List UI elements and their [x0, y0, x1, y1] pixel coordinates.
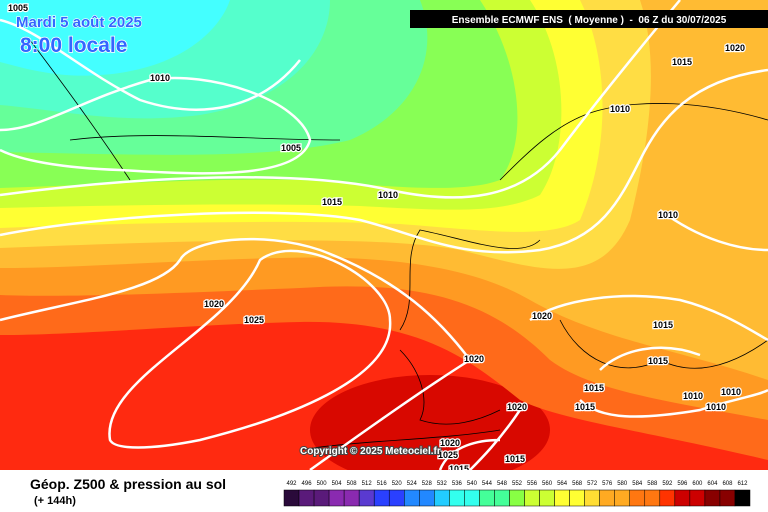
- scale-label: 564: [557, 481, 568, 487]
- scale-label: 508: [347, 481, 358, 487]
- isobar-label: 1010: [378, 190, 398, 200]
- scale-swatch: [644, 489, 661, 507]
- isobar-label: 1015: [584, 383, 604, 393]
- scale-swatch: [659, 489, 676, 507]
- model-banner: [410, 10, 768, 28]
- scale-swatch: [313, 489, 330, 507]
- scale-label: 580: [617, 481, 628, 487]
- scale-swatch: [404, 489, 420, 507]
- isobar-label: 1020: [507, 402, 527, 412]
- isobar-label: 1025: [438, 450, 458, 460]
- scale-label: 556: [527, 481, 538, 487]
- isobar-label: 1015: [672, 57, 692, 67]
- scale-swatch: [524, 489, 540, 507]
- isobar-label: 1005: [8, 3, 28, 13]
- scale-label: 516: [377, 481, 388, 487]
- scale-label: 504: [332, 481, 343, 487]
- scale-label: 536: [452, 481, 463, 487]
- scale-label: 552: [512, 481, 523, 487]
- coastlines: [29, 39, 768, 451]
- isobar-label: 1020: [440, 438, 460, 448]
- scale-swatch: [719, 489, 736, 507]
- scale-label: 576: [602, 481, 613, 487]
- scale-label: 524: [407, 481, 418, 487]
- model-run: Ensemble ECMWF ENS ( Moyenne ) - 06 Z du…: [452, 15, 727, 26]
- isobar-label: 1020: [532, 311, 552, 321]
- scale-swatch: [689, 489, 706, 507]
- scale-label: 572: [587, 481, 598, 487]
- scale-label: 596: [677, 481, 688, 487]
- isobar-label: 1015: [505, 454, 525, 464]
- scale-swatch: [494, 489, 510, 507]
- scale-label: 492: [287, 481, 298, 487]
- scale-label: 612: [737, 481, 748, 487]
- color-scale: 492 496 500 504 508 512 516 520 524 528 532 536 540 5…: [283, 481, 751, 507]
- isobar-label: 1015: [575, 402, 595, 412]
- scale-label: 544: [482, 481, 493, 487]
- scale-label: 560: [542, 481, 553, 487]
- scale-swatch: [298, 489, 315, 507]
- scale-swatch: [464, 489, 480, 507]
- isobar-label: 1010: [658, 210, 678, 220]
- scale-swatch: [554, 489, 570, 507]
- scale-label: 540: [467, 481, 478, 487]
- scale-swatch: [283, 489, 300, 507]
- scale-swatch: [629, 489, 646, 507]
- scale-swatch: [704, 489, 721, 507]
- isobar-label: 1015: [653, 320, 673, 330]
- scale-swatch: [358, 489, 375, 507]
- scale-swatch: [614, 489, 630, 507]
- isobars: [0, 0, 768, 449]
- isobar-label: 1020: [204, 299, 224, 309]
- scale-label: 584: [632, 481, 643, 487]
- scale-swatch: [734, 489, 751, 507]
- scale-swatch: [674, 489, 691, 507]
- scale-label: 600: [692, 481, 703, 487]
- lead-time: (+ 144h): [34, 495, 76, 507]
- scale-swatch: [419, 489, 435, 507]
- isobar-label: 1005: [281, 143, 301, 153]
- scale-swatch: [373, 489, 390, 507]
- scale-label: 568: [572, 481, 583, 487]
- scale-label: 608: [722, 481, 733, 487]
- scale-swatch: [509, 489, 525, 507]
- scale-swatch: [449, 489, 465, 507]
- map-title: Géop. Z500 & pression au sol: [30, 476, 226, 492]
- scale-label: 496: [302, 481, 313, 487]
- isobar-labels: 1005 1010 1005 1015 1010 1020 1025 1020 1020 1020…: [7, 2, 747, 476]
- scale-swatch: [569, 489, 585, 507]
- isobar-label: 1025: [244, 315, 264, 325]
- scale-swatch: [599, 489, 615, 507]
- isobar-label: 1015: [648, 356, 668, 366]
- scale-swatch: [584, 489, 600, 507]
- scale-label: 592: [662, 481, 673, 487]
- scale-swatch: [343, 489, 360, 507]
- isobar-label: 1010: [610, 104, 630, 114]
- isobar-label: 1010: [721, 387, 741, 397]
- forecast-time: 8:00 locale: [20, 34, 127, 57]
- scale-label: 548: [497, 481, 508, 487]
- scale-swatch: [479, 489, 495, 507]
- scale-swatch: [388, 489, 405, 507]
- copyright: Copyright © 2025 Meteociel.fr: [300, 446, 441, 457]
- scale-swatch: [434, 489, 450, 507]
- scale-label: 528: [422, 481, 433, 487]
- scale-swatch: [539, 489, 555, 507]
- forecast-date: Mardi 5 août 2025: [16, 14, 142, 31]
- scale-label: 532: [437, 481, 448, 487]
- scale-label: 604: [707, 481, 718, 487]
- isobar-label: 1015: [322, 197, 342, 207]
- scale-label: 500: [317, 481, 328, 487]
- scale-label: 588: [647, 481, 658, 487]
- isobar-label: 1020: [725, 43, 745, 53]
- isobar-label: 1010: [683, 391, 703, 401]
- isobar-label: 1020: [464, 354, 484, 364]
- scale-label: 520: [392, 481, 403, 487]
- scale-label: 512: [362, 481, 373, 487]
- isobar-label: 1010: [150, 73, 170, 83]
- scale-swatch: [328, 489, 345, 507]
- isobar-label: 1010: [706, 402, 726, 412]
